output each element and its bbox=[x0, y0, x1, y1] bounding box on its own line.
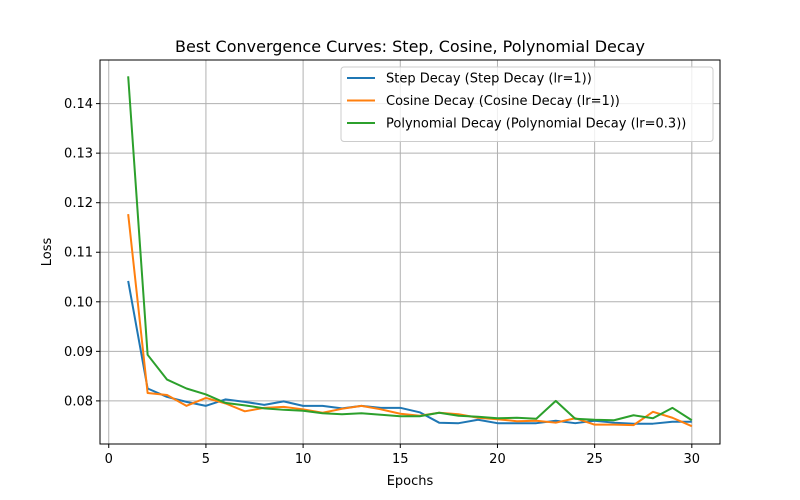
y-tick-label: 0.11 bbox=[64, 246, 93, 261]
legend-entry-3: Polynomial Decay (Polynomial Decay (lr=0… bbox=[386, 117, 686, 132]
legend-box bbox=[340, 66, 714, 142]
legend-entry-1: Step Decay (Step Decay (lr=1)) bbox=[386, 72, 592, 87]
y-tick-label: 0.12 bbox=[64, 196, 93, 211]
series-lines bbox=[127, 76, 693, 428]
x-tick-label: 15 bbox=[392, 452, 409, 467]
y-tick-label: 0.13 bbox=[64, 147, 93, 162]
x-tick-label: 30 bbox=[684, 452, 701, 467]
axis-ticks: 0 5 10 15 20 25 30 0.08 0.09 0.10 0.11 0.12 0.13 0.14 bbox=[64, 97, 700, 467]
y-tick-label: 0.08 bbox=[64, 394, 93, 409]
legend: Step Decay (Step Decay (lr=1)) Cosine Dec… bbox=[340, 66, 714, 142]
x-tick-label: 5 bbox=[202, 452, 210, 467]
x-tick-label: 20 bbox=[489, 452, 506, 467]
x-axis-label: Epochs bbox=[387, 474, 434, 489]
x-tick-label: 0 bbox=[105, 452, 113, 467]
y-axis-label: Loss bbox=[40, 238, 55, 267]
y-tick-label: 0.09 bbox=[64, 345, 93, 360]
chart-title: Best Convergence Curves: Step, Cosine, P… bbox=[175, 37, 645, 56]
series-line-3 bbox=[127, 76, 693, 422]
x-tick-label: 10 bbox=[295, 452, 312, 467]
legend-entry-2: Cosine Decay (Cosine Decay (lr=1)) bbox=[386, 94, 620, 109]
y-tick-label: 0.14 bbox=[64, 97, 93, 112]
y-tick-label: 0.10 bbox=[64, 295, 93, 310]
x-tick-label: 25 bbox=[586, 452, 603, 467]
